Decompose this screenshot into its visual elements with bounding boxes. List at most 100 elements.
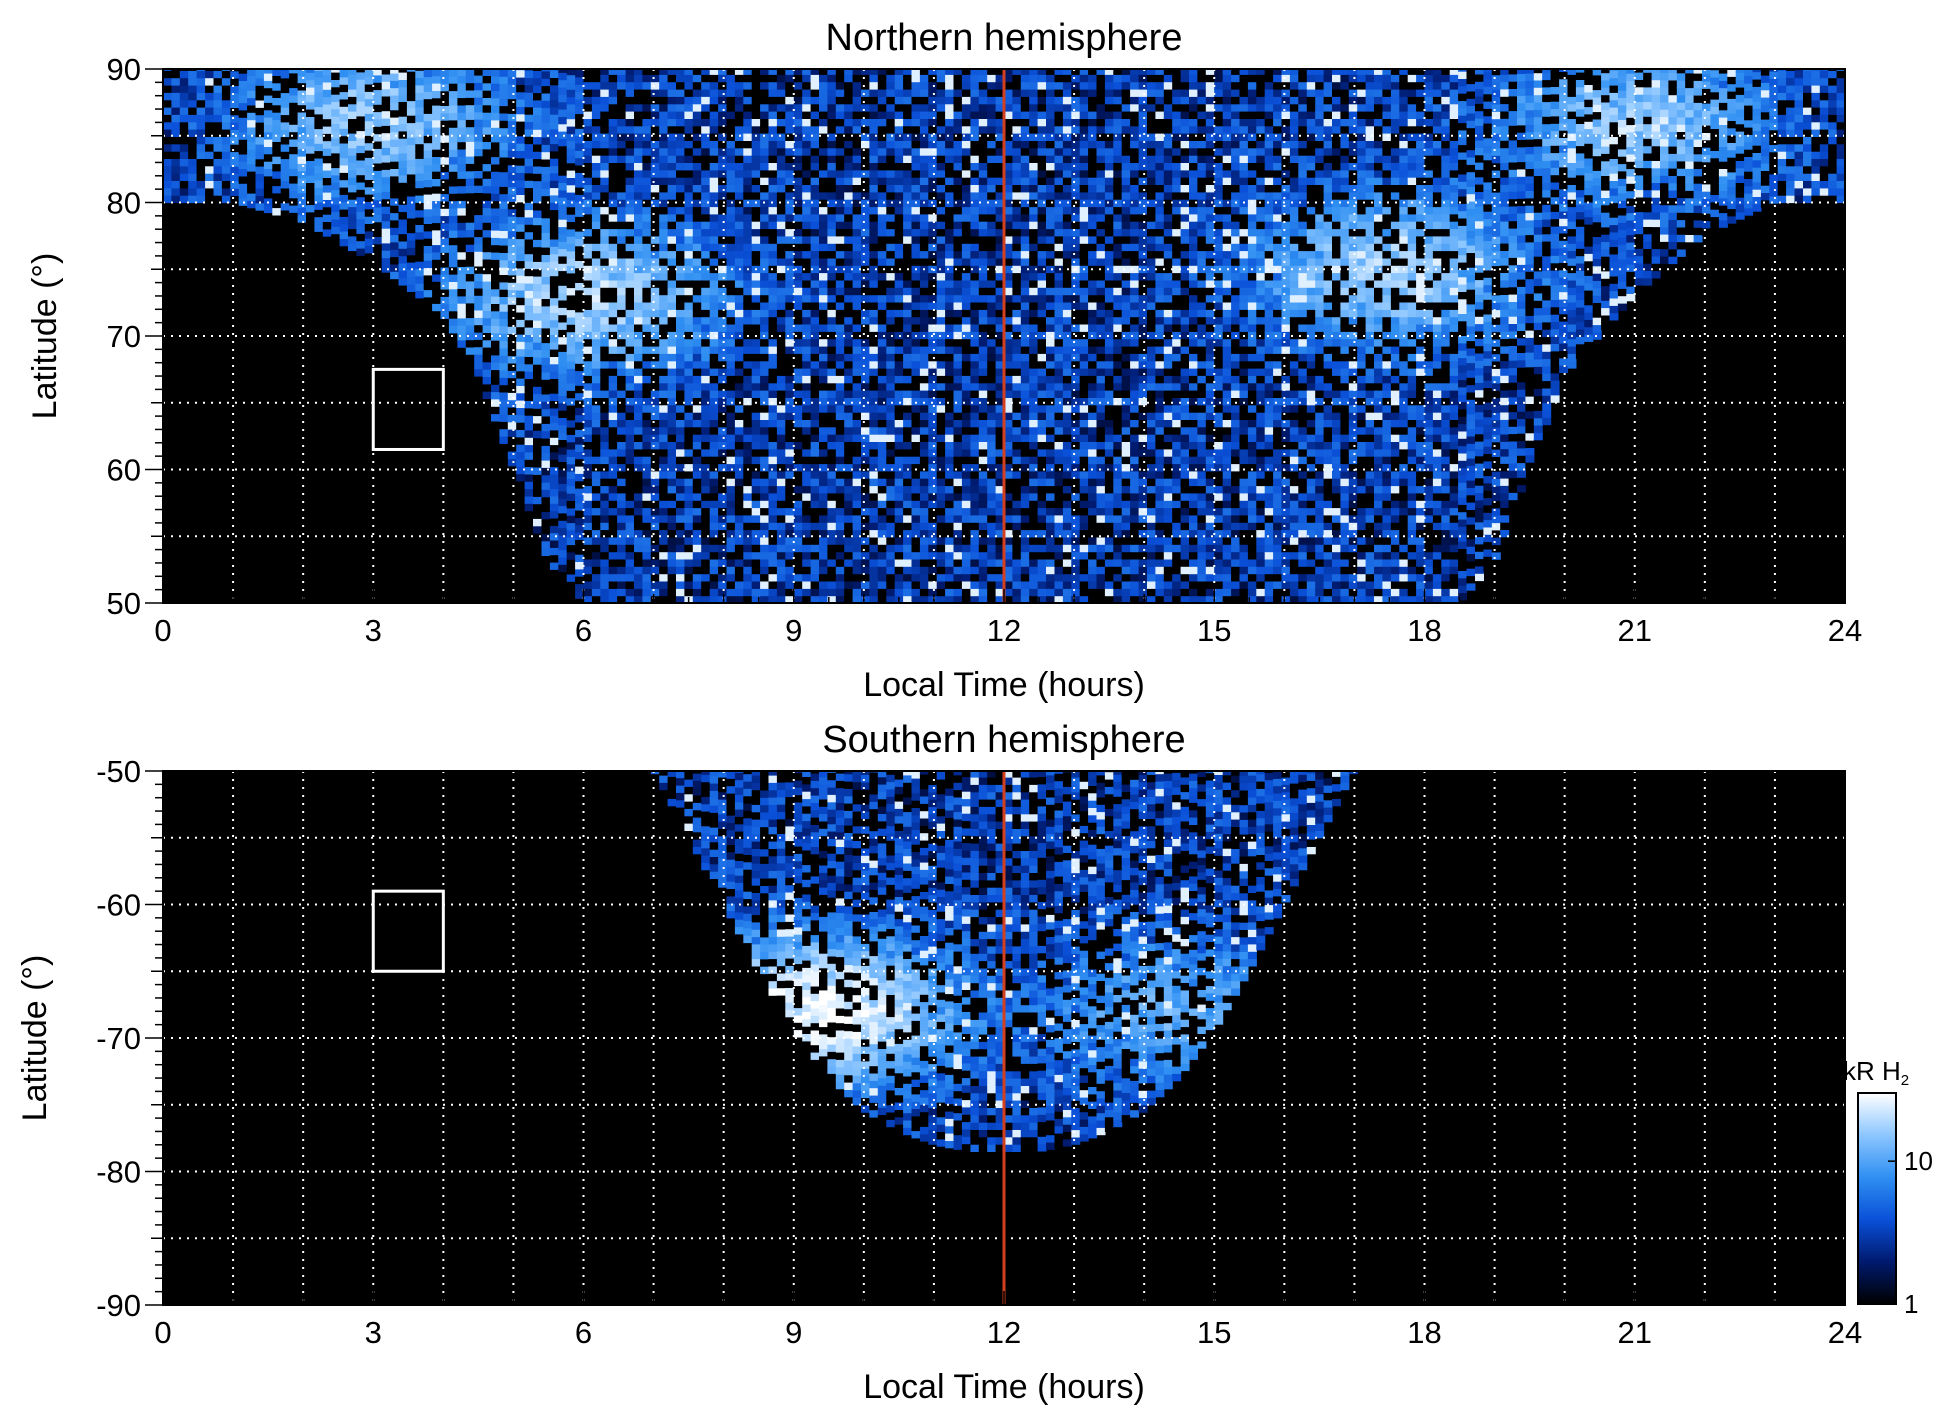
northern-heatmap-cell (667, 162, 677, 171)
northern-heatmap-cell (591, 235, 601, 244)
northern-heatmap-cell (768, 206, 778, 215)
northern-heatmap-cell (617, 390, 627, 398)
northern-heatmap-cell (676, 309, 685, 318)
northern-heatmap-cell (802, 111, 812, 119)
northern-heatmap-cell (625, 287, 635, 296)
northern-heatmap-cell (743, 147, 753, 156)
northern-heatmap-cell (869, 206, 879, 215)
northern-heatmap-cell (919, 302, 929, 310)
northern-heatmap-cell (432, 163, 442, 172)
northern-heatmap-cell (163, 107, 172, 115)
northern-heatmap-cell (684, 566, 694, 575)
northern-heatmap-cell (928, 243, 938, 252)
northern-heatmap-cell (701, 514, 711, 523)
northern-heatmap-cell (961, 514, 971, 523)
northern-heatmap-cell (894, 272, 904, 281)
northern-heatmap-cell (718, 177, 728, 185)
northern-heatmap-cell (768, 272, 778, 281)
northern-heatmap-cell (936, 81, 946, 90)
northern-heatmap-cell (734, 412, 744, 420)
northern-heatmap-cell (911, 390, 921, 398)
northern-heatmap-cell (600, 162, 610, 171)
northern-heatmap-cell (608, 147, 618, 156)
northern-heatmap-cell (591, 162, 601, 171)
northern-heatmap-cell (608, 397, 618, 406)
northern-heatmap-cell (482, 214, 492, 223)
northern-heatmap-cell (684, 235, 694, 244)
northern-heatmap-cell (776, 588, 786, 597)
northern-heatmap-cell (776, 390, 786, 398)
northern-heatmap-cell (440, 303, 450, 312)
northern-heatmap-cell (945, 485, 955, 494)
northern-heatmap-cell (751, 125, 761, 134)
northern-heatmap-cell (608, 118, 618, 127)
northern-heatmap-cell (608, 257, 618, 266)
northern-heatmap-cell (785, 155, 795, 163)
northern-heatmap-cell (507, 296, 517, 305)
northern-heatmap-cell (474, 280, 484, 289)
northern-heatmap-cell (676, 184, 685, 193)
northern-heatmap-cell (919, 191, 929, 200)
northern-heatmap-cell (558, 123, 568, 132)
northern-heatmap-cell (692, 382, 702, 391)
northern-heatmap-cell (499, 428, 509, 437)
northern-heatmap-cell (196, 70, 206, 79)
northern-heatmap-cell (440, 193, 450, 202)
northern-heatmap-cell (911, 382, 921, 391)
northern-heatmap-cell (667, 346, 677, 354)
northern-heatmap-cell (953, 456, 963, 465)
northern-heatmap-cell (919, 346, 929, 354)
northern-heatmap-cell (549, 202, 559, 211)
northern-heatmap-cell (760, 404, 770, 413)
northern-heatmap-cell (810, 456, 820, 465)
northern-heatmap-cell (196, 151, 206, 159)
northern-heatmap-cell (415, 84, 425, 93)
northern-heatmap-cell (617, 485, 627, 494)
northern-heatmap-cell (381, 81, 391, 90)
northern-heatmap-cell (802, 103, 812, 112)
northern-heatmap-cell (163, 173, 172, 181)
northern-heatmap-cell (810, 566, 820, 575)
northern-heatmap-cell (810, 434, 820, 442)
northern-heatmap-cell (945, 287, 955, 296)
northern-heatmap-cell (617, 463, 627, 472)
northern-heatmap-cell (575, 267, 585, 276)
northern-heatmap-cell (524, 459, 534, 468)
northern-heatmap-cell (676, 140, 685, 149)
northern-heatmap-cell (928, 360, 938, 369)
northern-heatmap-cell (684, 382, 694, 391)
northern-heatmap-cell (591, 316, 601, 325)
northern-heatmap-cell (709, 69, 719, 75)
northern-heatmap-cell (953, 302, 963, 310)
northern-heatmap-cell (894, 485, 904, 494)
northern-heatmap-cell (877, 221, 887, 230)
northern-heatmap-cell (558, 322, 568, 330)
northern-heatmap-cell (297, 82, 307, 91)
northern-heatmap-cell (297, 119, 307, 128)
northern-heatmap-cell (272, 126, 282, 135)
northern-heatmap-cell (861, 147, 870, 156)
northern-heatmap-cell (701, 191, 711, 200)
northern-heatmap-cell (734, 96, 744, 105)
northern-heatmap-cell (692, 492, 702, 501)
northern-heatmap-cell (575, 510, 585, 518)
northern-heatmap-cell (844, 155, 854, 163)
northern-heatmap-cell (465, 156, 475, 164)
northern-heatmap-cell (911, 125, 921, 134)
northern-heatmap-cell (356, 211, 366, 220)
northern-heatmap-cell (499, 384, 509, 393)
northern-heatmap-cell (928, 74, 938, 83)
northern-heatmap-cell (945, 74, 955, 83)
northern-heatmap-cell (650, 96, 660, 105)
northern-heatmap-cell (373, 155, 383, 164)
northern-heatmap-cell (692, 581, 702, 589)
northern-heatmap-cell (819, 287, 828, 296)
northern-heatmap-cell (196, 85, 206, 93)
northern-heatmap-cell (448, 171, 458, 180)
northern-heatmap-cell (230, 136, 240, 145)
northern-heatmap-cell (617, 500, 627, 509)
northern-heatmap-cell (768, 529, 778, 538)
northern-heatmap-cell (634, 404, 643, 413)
northern-heatmap-cell (886, 294, 896, 303)
northern-heatmap-cell (928, 81, 938, 90)
